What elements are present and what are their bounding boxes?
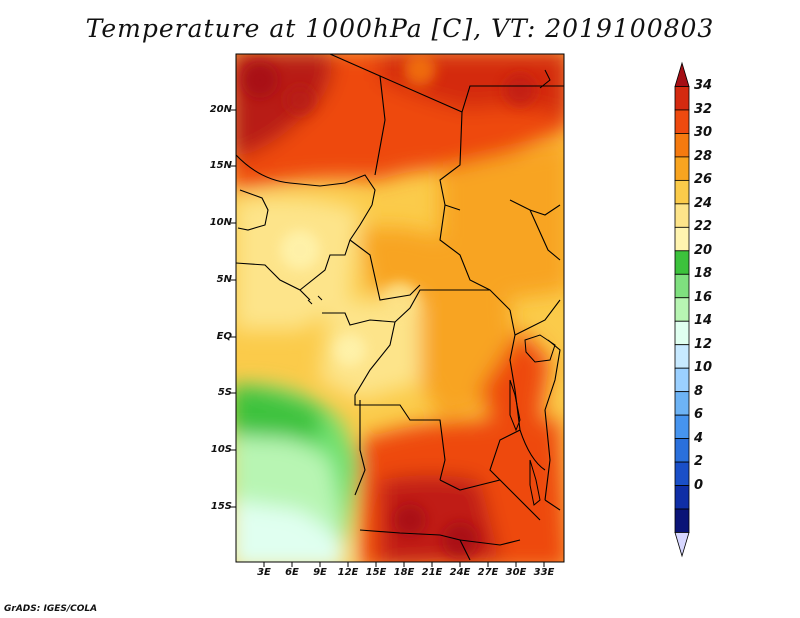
lat-label-5s: 5S bbox=[217, 387, 232, 398]
colorbar-swatch bbox=[674, 61, 690, 87]
lon-tick-marks bbox=[263, 562, 545, 567]
colorbar-label: 8 bbox=[694, 383, 704, 399]
colorbar-swatch bbox=[674, 508, 690, 533]
colorbar-swatch bbox=[674, 485, 690, 510]
lon-label-15e: 15E bbox=[365, 567, 387, 578]
colorbar-swatch bbox=[674, 438, 690, 463]
colorbar-swatch bbox=[674, 344, 690, 369]
colorbar-swatch bbox=[674, 250, 690, 275]
lat-label-20n: 20N bbox=[209, 104, 232, 115]
colorbar-swatch bbox=[674, 156, 690, 181]
credit-text: GrADS: IGES/COLA bbox=[4, 604, 98, 614]
lat-label-15s: 15S bbox=[210, 501, 232, 512]
lon-label-30e: 30E bbox=[505, 567, 527, 578]
colorbar-swatch bbox=[674, 273, 690, 299]
colorbar-swatch bbox=[674, 179, 690, 205]
colorbar-swatch bbox=[674, 320, 690, 346]
colorbar-swatch bbox=[674, 297, 690, 322]
colorbar-label: 14 bbox=[694, 313, 713, 329]
colorbar-label: 22 bbox=[694, 219, 713, 235]
colorbar-label: 16 bbox=[694, 289, 713, 305]
map-frame bbox=[235, 53, 565, 563]
lakes bbox=[307, 69, 556, 506]
temperature-field bbox=[236, 54, 564, 562]
colorbar-label: 0 bbox=[694, 477, 704, 493]
lat-label-eq: EQ bbox=[216, 331, 232, 342]
lon-label-18e: 18E bbox=[393, 567, 415, 578]
colorbar-label: 34 bbox=[694, 78, 713, 94]
lon-label-27e: 27E bbox=[477, 567, 499, 578]
colorbar-swatch bbox=[674, 461, 690, 486]
colorbar-swatch bbox=[674, 133, 690, 158]
colorbar-label: 2 bbox=[694, 454, 704, 470]
colorbar-swatch bbox=[674, 226, 690, 252]
lon-label-24e: 24E bbox=[449, 567, 471, 578]
map-title: Temperature at 1000hPa [C], VT: 20191008… bbox=[85, 14, 715, 43]
colorbar-label: 12 bbox=[694, 336, 713, 352]
colorbar-label: 32 bbox=[694, 101, 713, 117]
lon-label-3e: 3E bbox=[257, 567, 271, 578]
colorbar-swatch bbox=[674, 203, 690, 228]
colorbar-swatch bbox=[674, 532, 690, 558]
lon-label-12e: 12E bbox=[337, 567, 359, 578]
lat-tick-marks bbox=[231, 109, 236, 508]
lon-label-6e: 6E bbox=[285, 567, 299, 578]
colorbar-label: 24 bbox=[694, 195, 713, 211]
colorbar-label: 18 bbox=[694, 266, 713, 282]
lat-label-10n: 10N bbox=[209, 217, 232, 228]
lon-label-33e: 33E bbox=[533, 567, 555, 578]
lon-label-9e: 9E bbox=[313, 567, 327, 578]
colorbar-label: 26 bbox=[694, 172, 713, 188]
lat-label-5n: 5N bbox=[216, 274, 232, 285]
colorbar-swatch bbox=[674, 109, 690, 134]
colorbar-label: 30 bbox=[694, 125, 713, 141]
colorbar-label: 4 bbox=[694, 430, 704, 446]
colorbar-label: 20 bbox=[694, 242, 713, 258]
colorbar-swatch bbox=[674, 391, 690, 416]
lat-label-10s: 10S bbox=[210, 444, 232, 455]
colorbar bbox=[674, 61, 690, 558]
colorbar-label: 6 bbox=[694, 407, 704, 423]
colorbar-label: 10 bbox=[694, 360, 713, 376]
colorbar-swatch bbox=[674, 367, 690, 393]
lat-label-15n: 15N bbox=[209, 160, 232, 171]
country-borders bbox=[236, 54, 564, 561]
colorbar-swatch bbox=[674, 414, 690, 440]
colorbar-label: 28 bbox=[694, 148, 713, 164]
colorbar-swatch bbox=[674, 86, 690, 111]
lon-label-21e: 21E bbox=[421, 567, 443, 578]
